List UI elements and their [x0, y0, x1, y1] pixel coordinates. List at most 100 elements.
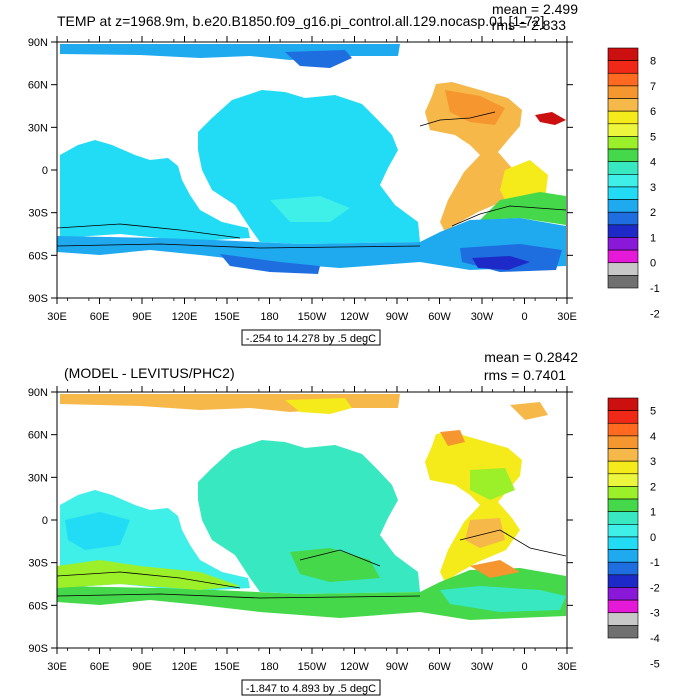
colorbar-swatch — [607, 599, 639, 614]
lon-tick-label: 60E — [90, 661, 110, 673]
colorbar-swatch — [607, 422, 639, 437]
colorbar-label: -2 — [650, 582, 660, 594]
colorbar-swatch — [607, 249, 639, 264]
lat-tick-label: 0 — [42, 515, 48, 527]
colorbar-swatch — [607, 561, 639, 576]
colorbar-swatch — [607, 574, 639, 588]
lon-tick-label: 150E — [214, 661, 240, 673]
colorbar-swatch — [607, 275, 639, 289]
lon-tick-label: 60W — [428, 311, 451, 323]
lat-tick-label: 60S — [28, 250, 48, 262]
lat-tick-label: 0 — [42, 165, 48, 177]
lon-tick-label: 120W — [340, 661, 369, 673]
colorbar-label: 2 — [650, 481, 656, 493]
colorbar-swatch — [607, 237, 639, 251]
lon-tick-label: 90W — [386, 311, 409, 323]
panel2-map — [57, 392, 567, 648]
panel1-lat-ticks: 90N 60N 30N 0 30S 60S 90S — [28, 37, 573, 305]
lat-tick-label: 60N — [28, 80, 48, 92]
colorbar-label: 3 — [650, 456, 656, 468]
lon-tick-label: 0 — [521, 661, 527, 673]
panel-temperature: TEMP at z=1968.9m, b.e20.B1850.f09_g16.p… — [28, 1, 660, 346]
panel1-colorbar: 8 7 6 5 4 3 2 1 0 -1 -2 — [607, 47, 660, 320]
lon-tick-label: 30E — [557, 661, 577, 673]
colorbar-label: 8 — [650, 56, 656, 68]
panel1-mean-label: mean = 2.499 — [492, 1, 578, 17]
panel2-range-box — [241, 679, 381, 696]
colorbar-swatch — [607, 174, 639, 188]
panel2-mean-label: mean = 0.2842 — [484, 349, 578, 365]
colorbar-label: 1 — [650, 232, 656, 244]
colorbar-swatch — [607, 448, 639, 462]
lon-tick-label: 90E — [132, 311, 152, 323]
colorbar-swatch — [607, 625, 639, 639]
colorbar-swatch — [607, 473, 639, 487]
colorbar-swatch — [607, 524, 639, 538]
panel2-pacific-ocean — [198, 440, 420, 594]
colorbar-label: -4 — [650, 633, 660, 645]
colorbar-swatch — [607, 85, 639, 99]
panel1-lon-ticks: 30E 60E 90E 120E 150E 180 150W 120W 90W 60W 30W 0 30… — [47, 36, 577, 323]
colorbar-label: 1 — [650, 507, 656, 519]
colorbar-swatch — [607, 98, 639, 112]
panel1-range-box — [241, 329, 381, 346]
colorbar-swatch — [607, 72, 639, 87]
colorbar-label: 5 — [650, 406, 656, 418]
lat-tick-label: 90N — [28, 37, 48, 49]
colorbar-swatch — [607, 549, 639, 563]
colorbar-swatch — [607, 536, 639, 550]
lat-tick-label: 60S — [28, 600, 48, 612]
lat-tick-label: 90S — [28, 293, 48, 305]
colorbar-swatch — [607, 262, 639, 276]
colorbar-label: 4 — [650, 431, 656, 443]
lon-tick-label: 0 — [521, 311, 527, 323]
panel1-southern-ocean — [57, 218, 566, 270]
panel2-title: (MODEL - LEVITUS/PHC2) — [64, 365, 235, 381]
panel1-indian-ocean — [60, 140, 250, 242]
lon-tick-label: 60E — [90, 311, 110, 323]
lon-tick-label: 60W — [428, 661, 451, 673]
lat-tick-label: 30S — [28, 208, 48, 220]
colorbar-swatch — [607, 486, 639, 500]
lon-tick-label: 150E — [214, 311, 240, 323]
lat-tick-label: 90S — [28, 643, 48, 655]
lat-tick-label: 60N — [28, 430, 48, 442]
colorbar-label: 0 — [650, 532, 656, 544]
lon-tick-label: 180 — [260, 311, 278, 323]
colorbar-label: -1 — [650, 557, 660, 569]
colorbar-label: 7 — [650, 81, 656, 93]
panel2-lat-ticks: 90N 60N 30N 0 30S 60S 90S — [28, 387, 573, 655]
panel2-colorbar: 5 4 3 2 1 0 -1 -2 -3 -4 -5 — [607, 397, 660, 670]
colorbar-label: -5 — [650, 658, 660, 670]
panel1-map — [57, 42, 567, 298]
lon-tick-label: 30E — [47, 311, 67, 323]
panel1-pacific-ocean — [198, 90, 420, 244]
lon-tick-label: 180 — [260, 661, 278, 673]
lon-tick-label: 30W — [471, 311, 494, 323]
lat-tick-label: 30N — [28, 122, 48, 134]
panel2-rms-label: rms = 0.7401 — [484, 367, 566, 383]
lon-tick-label: 30E — [47, 661, 67, 673]
panel1-title: TEMP at z=1968.9m, b.e20.B1850.f09_g16.p… — [57, 13, 544, 29]
lon-tick-label: 30W — [471, 661, 494, 673]
colorbar-swatch — [607, 612, 639, 626]
colorbar-swatch — [607, 397, 639, 411]
colorbar-swatch — [607, 110, 639, 125]
lon-tick-label: 150W — [298, 661, 327, 673]
lat-tick-label: 90N — [28, 387, 48, 399]
colorbar-swatch — [607, 511, 639, 525]
lon-tick-label: 120E — [172, 661, 198, 673]
colorbar-swatch — [607, 148, 639, 162]
colorbar-swatch — [607, 47, 639, 61]
lon-tick-label: 120E — [172, 311, 198, 323]
colorbar-label: 5 — [650, 131, 656, 143]
lon-tick-label: 90W — [386, 661, 409, 673]
colorbar-label: -1 — [650, 283, 660, 295]
colorbar-label: 3 — [650, 182, 656, 194]
colorbar-swatch — [607, 199, 639, 213]
colorbar-swatch — [607, 410, 639, 424]
colorbar-swatch — [607, 123, 639, 137]
lat-tick-label: 30N — [28, 472, 48, 484]
colorbar-label: 0 — [650, 258, 656, 270]
colorbar-label: 6 — [650, 106, 656, 118]
